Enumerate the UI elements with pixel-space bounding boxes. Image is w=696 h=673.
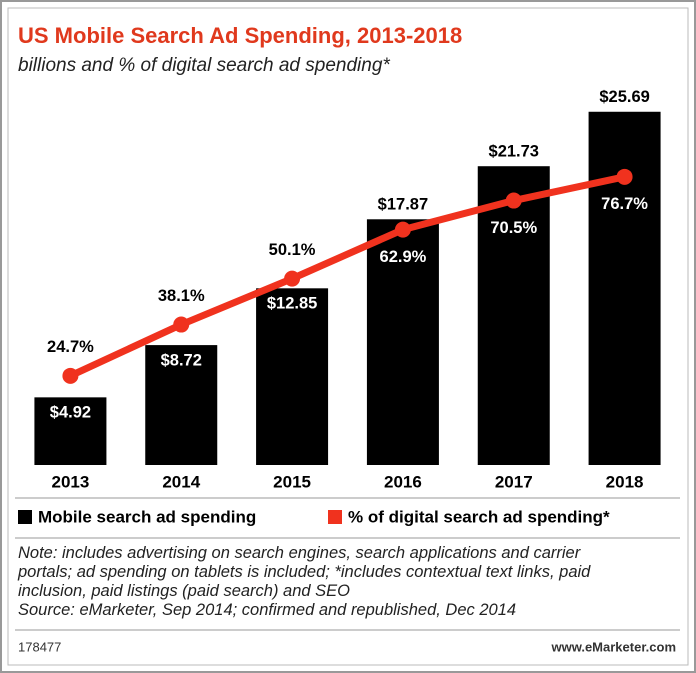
line-value-label: 50.1% (269, 241, 316, 259)
bar-value-label: $4.92 (50, 404, 91, 422)
source: Source: eMarketer, Sep 2014; confirmed a… (18, 601, 517, 619)
website: www.eMarketer.com (550, 639, 676, 654)
notes: Note: includes advertising on search eng… (18, 544, 638, 620)
x-tick-label: 2017 (495, 472, 533, 491)
bar (588, 111, 661, 465)
chart-subtitle: billions and % of digital search ad spen… (18, 55, 390, 76)
x-tick-label: 2013 (52, 472, 90, 491)
legend-swatch (18, 510, 32, 524)
x-tick-label: 2018 (606, 472, 644, 491)
bar-value-label: $8.72 (161, 351, 202, 369)
x-tick-label: 2015 (273, 472, 311, 491)
line (68, 173, 626, 380)
legend-label: Mobile search ad spending (38, 507, 256, 526)
line-value-label: 76.7% (601, 195, 648, 213)
line-point (394, 221, 411, 238)
line-value-label: 70.5% (490, 219, 537, 237)
legend-swatch (328, 510, 342, 524)
line-point (505, 192, 522, 209)
line-value-label: 38.1% (158, 287, 205, 305)
bar-value-label: $12.85 (267, 295, 317, 313)
line-value-label: 62.9% (380, 248, 427, 266)
bar (145, 345, 218, 465)
line-point (616, 168, 633, 185)
line-point (284, 270, 301, 287)
bar-value-label: $21.73 (489, 143, 539, 161)
bar (477, 166, 550, 465)
inner-frame (7, 7, 689, 666)
bar-value-label: $17.87 (378, 196, 428, 214)
line-point (173, 316, 190, 333)
legend-label: % of digital search ad spending* (348, 507, 610, 526)
bar-value-label: $25.69 (599, 88, 649, 106)
bar (256, 288, 329, 465)
bar (34, 397, 107, 465)
line-point (62, 367, 79, 384)
line-value-label: 24.7% (47, 338, 94, 356)
bar (366, 219, 439, 465)
note: Note: includes advertising on search eng… (18, 544, 591, 600)
x-tick-label: 2016 (384, 472, 422, 491)
x-tick-label: 2014 (162, 472, 200, 491)
chart-id: 178477 (18, 639, 61, 654)
chart-title: US Mobile Search Ad Spending, 2013-2018 (18, 23, 462, 48)
